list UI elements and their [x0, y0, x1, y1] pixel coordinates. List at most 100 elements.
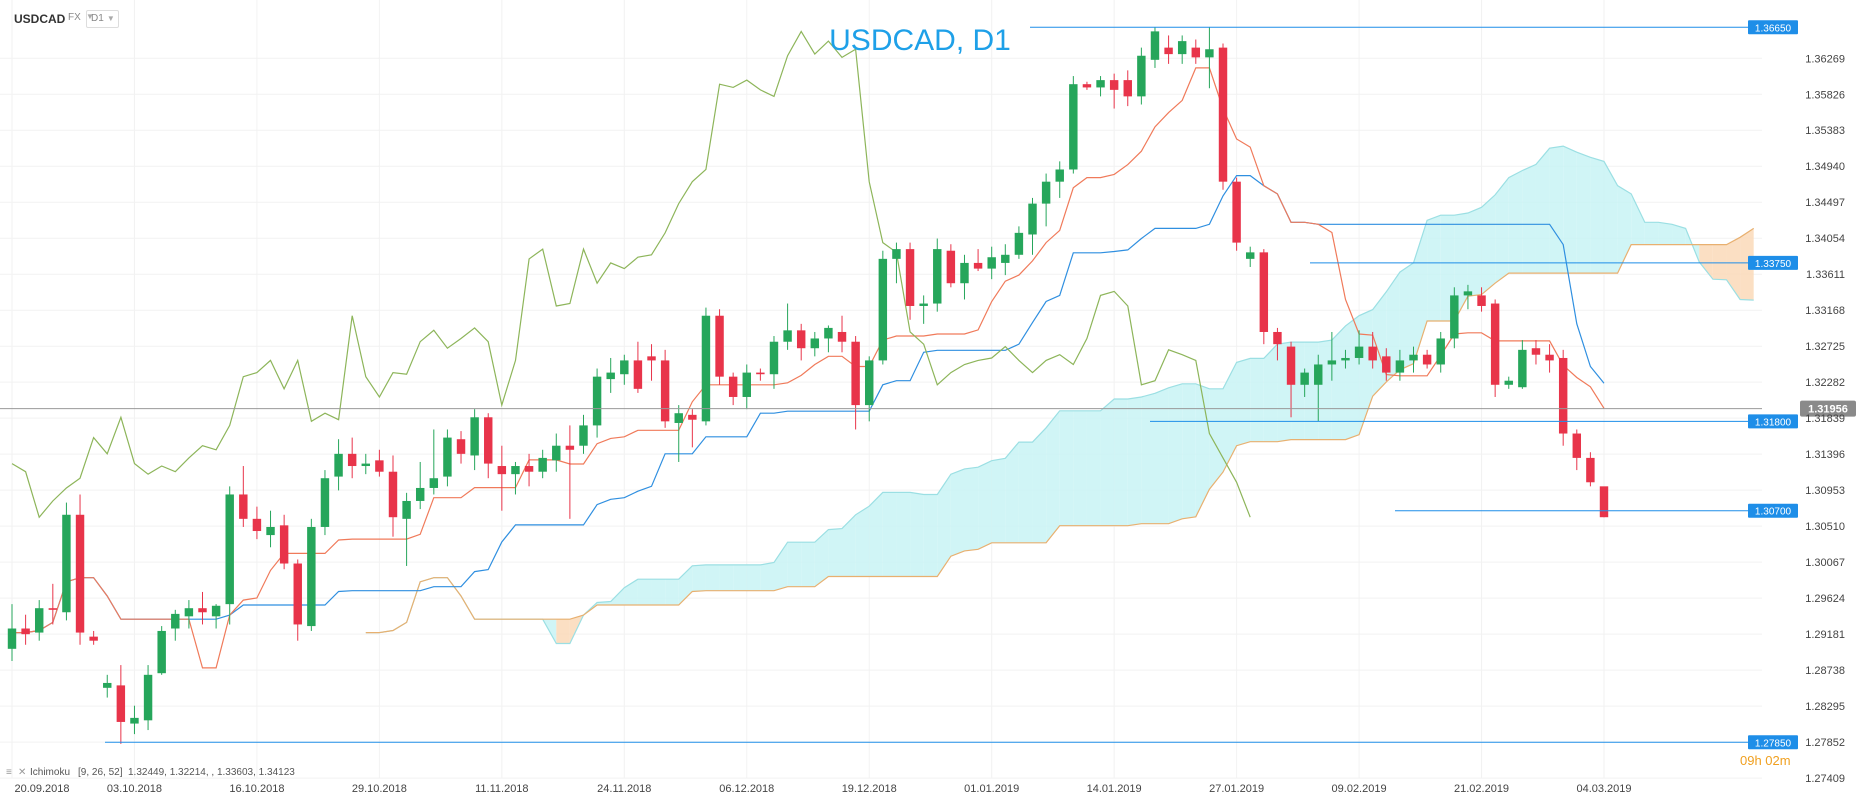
- bullish-candle: [1041, 173, 1051, 227]
- candle-body: [1218, 47, 1228, 182]
- symbol-label[interactable]: USDCAD: [14, 12, 66, 26]
- candle-body: [524, 466, 534, 472]
- cloud-segment: [910, 492, 924, 577]
- candle-body: [552, 445, 561, 461]
- bullish-candle: [1001, 244, 1010, 276]
- bearish-candle: [375, 449, 384, 477]
- indicator-params: [9, 26, 52]: [78, 767, 123, 778]
- candle-body: [89, 636, 98, 641]
- bullish-candle: [361, 453, 370, 475]
- candle-body: [1572, 433, 1582, 458]
- bullish-candle: [130, 705, 139, 735]
- candle-body: [1395, 360, 1405, 373]
- candle-body: [1096, 80, 1105, 88]
- bullish-candle: [1137, 47, 1146, 105]
- cloud-segment: [651, 579, 666, 605]
- candle-body: [783, 330, 792, 342]
- bullish-candle: [987, 246, 996, 280]
- cloud-segment: [1590, 157, 1604, 274]
- candle-body: [1246, 252, 1255, 259]
- bearish-candle: [756, 368, 765, 381]
- x-tick-label: 03.10.2018: [107, 783, 162, 795]
- bullish-candle: [919, 295, 928, 324]
- bullish-candle: [1504, 376, 1513, 389]
- cloud-segment: [1508, 170, 1523, 274]
- candle-body: [470, 417, 479, 456]
- cloud-segment: [1127, 396, 1142, 526]
- candle-body: [905, 249, 915, 306]
- candle-body: [225, 494, 234, 605]
- y-axis: 1.36269 1.35826 1.35383 1.34940 1.34497 1.340…: [1805, 53, 1845, 785]
- bearish-candle: [1082, 81, 1092, 90]
- cloud-segment: [1740, 228, 1754, 301]
- candle-body: [143, 674, 153, 721]
- candle-body: [742, 372, 751, 397]
- candle-body: [443, 437, 452, 477]
- bullish-candle: [783, 303, 792, 350]
- y-tick-label: 1.36269: [1805, 53, 1845, 65]
- bullish-candle: [1069, 76, 1078, 174]
- bullish-candle: [415, 461, 425, 510]
- timeframe-chevron-down-icon: ▼: [106, 14, 115, 23]
- bearish-candle: [75, 494, 85, 645]
- candle-body: [1055, 169, 1064, 182]
- bearish-candle: [1422, 349, 1432, 369]
- y-tick-label: 1.30953: [1805, 485, 1845, 497]
- bearish-candle: [633, 341, 643, 393]
- bearish-candle: [1572, 429, 1582, 471]
- bearish-candle: [1490, 299, 1500, 397]
- candle-body: [1477, 295, 1486, 306]
- cloud-segment: [1100, 399, 1115, 526]
- candle-body: [1001, 254, 1010, 263]
- candle-body: [1599, 486, 1609, 518]
- kijun-sen-line: [12, 175, 1605, 634]
- candle-body: [21, 628, 30, 635]
- bullish-candle: [769, 336, 779, 389]
- candle-body: [1504, 380, 1513, 385]
- bearish-candle: [647, 344, 656, 381]
- cloud-segment: [637, 579, 652, 605]
- cloud-segment: [1467, 207, 1482, 297]
- cloud-segment: [937, 474, 951, 577]
- tenkan-sen-line: [12, 67, 1605, 669]
- level-label: 1.30700: [1755, 507, 1792, 518]
- bearish-candle: [116, 665, 126, 744]
- candle-body: [647, 356, 656, 361]
- cloud-segment: [978, 460, 992, 550]
- cloud-segment: [991, 458, 1006, 543]
- indicator-values: 1.32449, 1.32214, , 1.33603, 1.34123: [128, 767, 295, 778]
- x-tick-label: 19.12.2018: [842, 783, 897, 795]
- bullish-candle: [1028, 197, 1037, 255]
- bearish-candle: [484, 413, 493, 479]
- bullish-candle: [810, 331, 820, 357]
- candle-body: [497, 466, 507, 475]
- candle-body: [796, 330, 806, 349]
- bullish-candle: [592, 368, 602, 438]
- candle-body: [1314, 364, 1323, 385]
- cloud-segment: [1427, 215, 1441, 322]
- bullish-candle: [1055, 161, 1064, 198]
- bearish-candle: [1477, 287, 1486, 312]
- candle-body: [171, 613, 180, 629]
- candle-body: [307, 526, 316, 627]
- candle-body: [388, 471, 398, 518]
- candle-body: [1069, 84, 1078, 170]
- timeframe-selector[interactable]: D1 ▼: [86, 10, 119, 28]
- candle-body: [1150, 31, 1160, 60]
- cloud-segment: [746, 564, 761, 591]
- candle-body: [293, 563, 302, 625]
- indicator-legend: ≡ ✕ Ichimoku [9, 26, 52] 1.32449, 1.32214, ,…: [6, 767, 295, 778]
- candle-body: [1490, 303, 1500, 385]
- candle-body: [1409, 354, 1418, 361]
- candle-body: [239, 494, 248, 519]
- cloud-segment: [1481, 194, 1496, 295]
- market-selector[interactable]: FX: [68, 12, 81, 23]
- cloud-segment: [1712, 244, 1727, 280]
- bullish-candle: [1463, 284, 1473, 310]
- candle-body: [279, 525, 289, 564]
- cloud-segment: [1236, 358, 1251, 446]
- market-chevron-down-icon[interactable]: ▼: [86, 12, 94, 21]
- x-tick-label: 16.10.2018: [229, 783, 284, 795]
- candle-body: [429, 478, 439, 488]
